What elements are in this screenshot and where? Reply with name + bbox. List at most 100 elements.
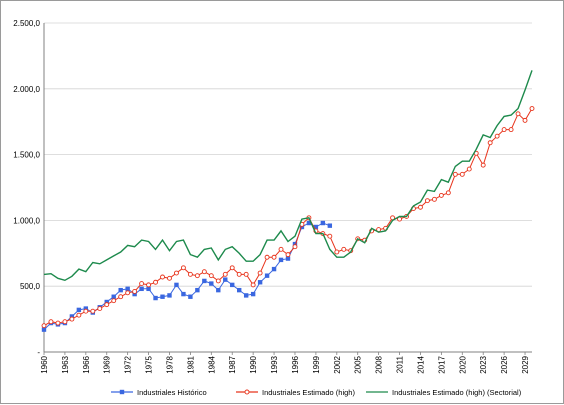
data-point-industriales-estimado-high: [466, 166, 472, 172]
data-point-industriales-hist-rico: [327, 223, 333, 228]
x-tick-label: 2026: [500, 355, 509, 373]
data-point-industriales-estimado-high: [459, 171, 465, 177]
data-point-industriales-estimado-high: [292, 244, 298, 250]
x-tick-label: 1966: [82, 355, 91, 373]
data-point-industriales-estimado-high: [445, 190, 451, 196]
data-point-industriales-estimado-high: [153, 279, 158, 285]
data-point-industriales-hist-rico: [111, 294, 116, 299]
data-point-industriales-hist-rico: [285, 256, 291, 261]
data-point-industriales-estimado-high: [180, 265, 186, 271]
data-point-industriales-estimado-high: [222, 271, 228, 277]
axes: [43, 23, 532, 355]
data-point-industriales-estimado-high: [327, 233, 333, 239]
data-point-industriales-estimado-high: [271, 254, 277, 260]
data-point-industriales-hist-rico: [216, 287, 221, 293]
data-point-industriales-hist-rico: [223, 277, 228, 282]
data-point-industriales-estimado-high: [257, 270, 263, 276]
data-point-industriales-hist-rico: [264, 273, 270, 278]
data-point-industriales-estimado-high: [508, 127, 514, 133]
data-point-industriales-estimado-high: [174, 270, 179, 276]
data-point-industriales-estimado-high: [424, 198, 430, 204]
data-point-industriales-estimado-high: [494, 133, 500, 139]
data-point-industriales-hist-rico: [202, 278, 207, 284]
data-point-industriales-estimado-high: [438, 192, 444, 198]
data-point-industriales-hist-rico: [118, 287, 123, 293]
x-tick-label: 2011: [396, 355, 405, 373]
data-point-industriales-estimado-high: [104, 302, 110, 308]
data-point-industriales-estimado-high: [167, 275, 172, 281]
x-tick-label: 2029: [521, 355, 530, 373]
data-point-industriales-estimado-high: [285, 252, 291, 258]
data-point-industriales-hist-rico: [243, 293, 249, 298]
data-point-industriales-hist-rico: [125, 286, 130, 292]
data-point-industriales-hist-rico: [237, 287, 242, 293]
legend-marker-industriales-estimado-high: [244, 389, 250, 395]
x-tick-label: 1960: [40, 355, 49, 373]
x-tick-label: 2023: [479, 355, 488, 373]
data-point-industriales-estimado-high: [41, 323, 47, 329]
data-point-industriales-hist-rico: [104, 299, 109, 305]
data-point-industriales-estimado-high: [452, 171, 458, 177]
data-point-industriales-estimado-high: [515, 111, 521, 117]
data-point-industriales-estimado-high: [111, 298, 117, 304]
data-point-industriales-estimado-high: [215, 278, 221, 284]
data-point-industriales-hist-rico: [76, 307, 82, 313]
x-tick-label: 1975: [145, 355, 154, 373]
data-point-industriales-hist-rico: [160, 294, 165, 299]
data-point-industriales-hist-rico: [139, 286, 144, 292]
x-tick-label: 1972: [124, 355, 133, 373]
legend: Industriales Histórico Industriales Estim…: [111, 388, 522, 397]
series-line-industriales-estimado-high-sectorial: [43, 70, 533, 282]
x-tick-label: 1981: [186, 355, 195, 373]
legend-label-industriales-estimado-high-sectorial: Industriales Estimado (high) (Sectorial): [392, 388, 522, 397]
data-point-industriales-hist-rico: [146, 286, 151, 292]
data-point-industriales-estimado-high: [243, 271, 249, 277]
data-point-industriales-estimado-high: [529, 106, 535, 111]
x-tick-label: 1987: [228, 355, 237, 373]
x-tick-label: 2002: [333, 355, 342, 373]
data-point-industriales-estimado-high: [187, 271, 193, 277]
x-tick-label: 1990: [249, 355, 258, 373]
data-point-industriales-estimado-high: [236, 271, 242, 277]
data-point-industriales-estimado-high: [418, 204, 423, 210]
data-point-industriales-hist-rico: [188, 294, 193, 299]
data-point-industriales-estimado-high: [76, 312, 82, 318]
data-point-industriales-hist-rico: [250, 291, 256, 297]
legend-label-industriales-estimado-high: Industriales Estimado (high): [262, 388, 355, 397]
data-point-industriales-estimado-high: [125, 290, 131, 296]
legend-marker-industriales-hist-rico: [119, 389, 125, 395]
data-point-industriales-hist-rico: [299, 224, 305, 230]
x-tick-label: 2017: [437, 355, 446, 373]
y-tick-label: 2.000,0: [13, 85, 40, 94]
data-point-industriales-hist-rico: [41, 327, 47, 332]
data-point-industriales-hist-rico: [230, 282, 235, 288]
data-point-industriales-hist-rico: [271, 266, 277, 272]
data-point-industriales-estimado-high: [431, 196, 437, 202]
y-tick-label: -: [37, 348, 40, 357]
x-tick-label: 1999: [312, 355, 321, 373]
data-point-industriales-estimado-high: [334, 249, 340, 255]
data-point-industriales-estimado-high: [201, 269, 207, 275]
x-tick-label: 1993: [270, 355, 279, 373]
legend-label-industriales-hist-rico: Industriales Histórico: [137, 388, 207, 397]
data-point-industriales-estimado-high: [118, 294, 124, 300]
data-point-industriales-hist-rico: [132, 291, 137, 297]
data-point-industriales-estimado-high: [487, 140, 493, 146]
data-point-industriales-estimado-high: [55, 320, 61, 326]
data-point-industriales-estimado-high: [501, 127, 507, 133]
data-point-industriales-estimado-high: [146, 282, 152, 288]
data-point-industriales-hist-rico: [83, 306, 89, 311]
data-point-industriales-estimado-high: [62, 319, 68, 325]
data-point-industriales-estimado-high: [250, 282, 256, 288]
data-point-industriales-estimado-high: [194, 273, 200, 279]
gridlines: [44, 22, 532, 287]
data-point-industriales-hist-rico: [69, 314, 75, 319]
data-point-industriales-estimado-high: [48, 319, 54, 325]
data-point-industriales-estimado-high: [480, 162, 486, 168]
data-point-industriales-hist-rico: [167, 293, 172, 298]
y-tick-label: 2.500,0: [13, 19, 40, 28]
data-point-industriales-estimado-high: [278, 246, 284, 252]
data-point-industriales-hist-rico: [313, 224, 319, 230]
data-point-industriales-estimado-high: [229, 265, 235, 271]
